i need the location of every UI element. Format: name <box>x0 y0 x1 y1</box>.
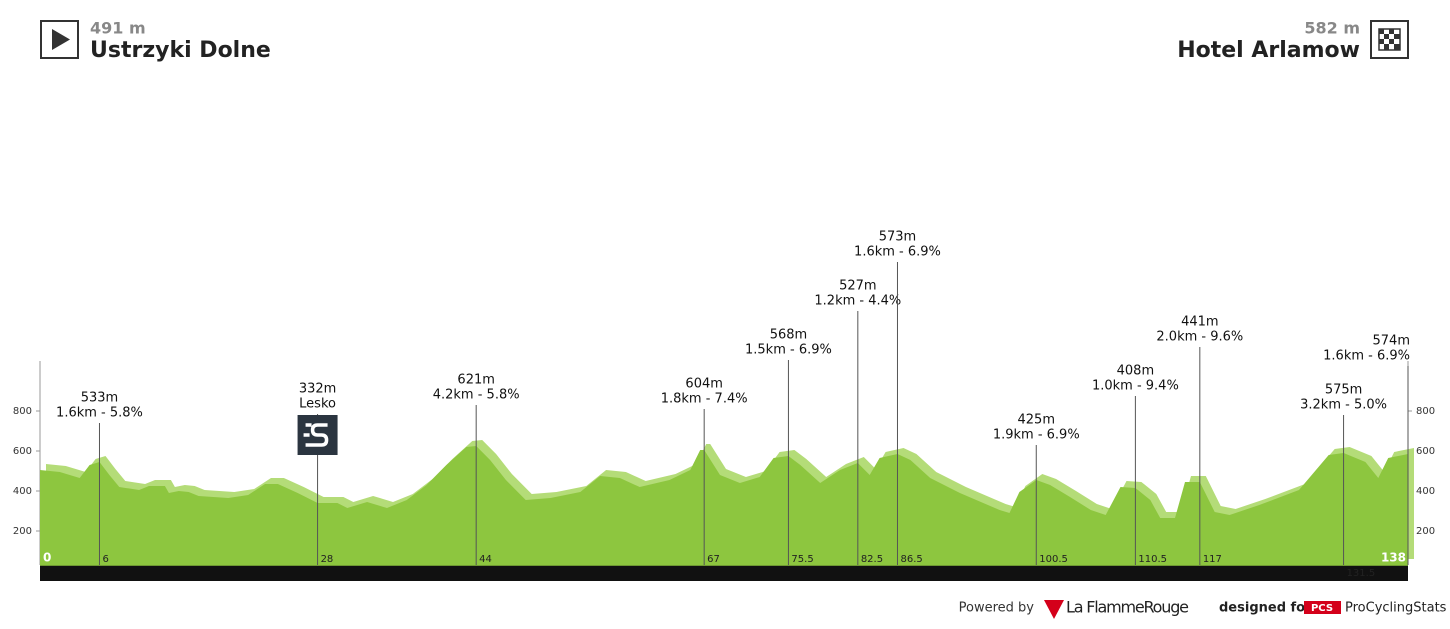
marker-detail: 2.0km - 9.6% <box>1156 330 1243 345</box>
brand: La FlammeRouge <box>1066 598 1189 617</box>
marker-detail: 1.8km - 7.4% <box>661 392 748 407</box>
marker-km: 131.5 <box>1347 568 1376 579</box>
y-tick-label: 200 <box>13 526 32 537</box>
marker-elevation: 604m <box>685 377 722 392</box>
pcs-badge <box>1304 601 1341 614</box>
y-tick-label: 600 <box>1416 446 1435 457</box>
marker-km: 117 <box>1203 554 1222 565</box>
brand-icon <box>1044 600 1064 619</box>
marker-elevation: 573m <box>879 230 916 245</box>
designed-for: designed for <box>1219 601 1312 616</box>
marker-detail: 1.6km - 6.9% <box>854 245 941 260</box>
start-elevation: 491 m <box>90 19 146 38</box>
profile-area <box>40 446 1408 565</box>
marker-detail: 1.5km - 6.9% <box>745 343 832 358</box>
km-finish: 138 <box>1381 551 1406 565</box>
marker-elevation: 408m <box>1117 364 1154 379</box>
marker-detail: 1.2km - 4.4% <box>814 294 901 309</box>
marker-detail: 1.6km - 6.9% <box>1323 349 1410 364</box>
marker-km: 82.5 <box>861 554 883 565</box>
marker-elevation: 621m <box>457 373 494 388</box>
finish-name: Hotel Arlamow <box>1177 38 1360 63</box>
marker-elevation: 568m <box>770 328 807 343</box>
marker-detail: 3.2km - 5.0% <box>1300 398 1387 413</box>
y-tick-label: 200 <box>1416 526 1435 537</box>
y-tick-label: 800 <box>13 406 32 417</box>
km-bar <box>40 565 1408 581</box>
marker-km: 100.5 <box>1039 554 1068 565</box>
marker-elevation: 441m <box>1181 315 1218 330</box>
start-icon <box>40 20 79 59</box>
finish-elevation: 582 m <box>1304 19 1360 38</box>
marker-km: 75.5 <box>791 554 813 565</box>
sprint-icon <box>303 423 329 447</box>
marker-elevation: 332m <box>299 382 336 397</box>
finish-icon <box>1370 20 1409 59</box>
marker-km: 6 <box>102 554 108 565</box>
y-tick-label: 800 <box>1416 406 1435 417</box>
marker-km: 86.5 <box>900 554 922 565</box>
pcs: PCS <box>1311 603 1333 614</box>
y-tick-label: 600 <box>13 446 32 457</box>
powered-by: Powered by <box>959 601 1035 616</box>
marker-detail: 1.6km - 5.8% <box>56 406 143 421</box>
marker-km: 28 <box>321 554 334 565</box>
marker-km: 44 <box>479 554 492 565</box>
marker-detail: 1.9km - 6.9% <box>993 428 1080 443</box>
marker-elevation: 574m <box>1373 334 1410 349</box>
marker-elevation: 425m <box>1018 413 1055 428</box>
marker-km: 67 <box>707 554 720 565</box>
start-name: Ustrzyki Dolne <box>90 38 271 63</box>
marker-detail: 4.2km - 5.8% <box>433 388 520 403</box>
marker-km: 110.5 <box>1138 554 1167 565</box>
y-tick-label: 400 <box>13 486 32 497</box>
marker-elevation: 527m <box>839 279 876 294</box>
site: ProCyclingStats <box>1345 601 1447 616</box>
y-tick-label: 400 <box>1416 486 1435 497</box>
marker-elevation: 575m <box>1325 383 1362 398</box>
marker-detail: Lesko <box>299 397 336 412</box>
marker-elevation: 533m <box>81 391 118 406</box>
km-start: 0 <box>43 551 51 565</box>
marker-detail: 1.0km - 9.4% <box>1092 379 1179 394</box>
